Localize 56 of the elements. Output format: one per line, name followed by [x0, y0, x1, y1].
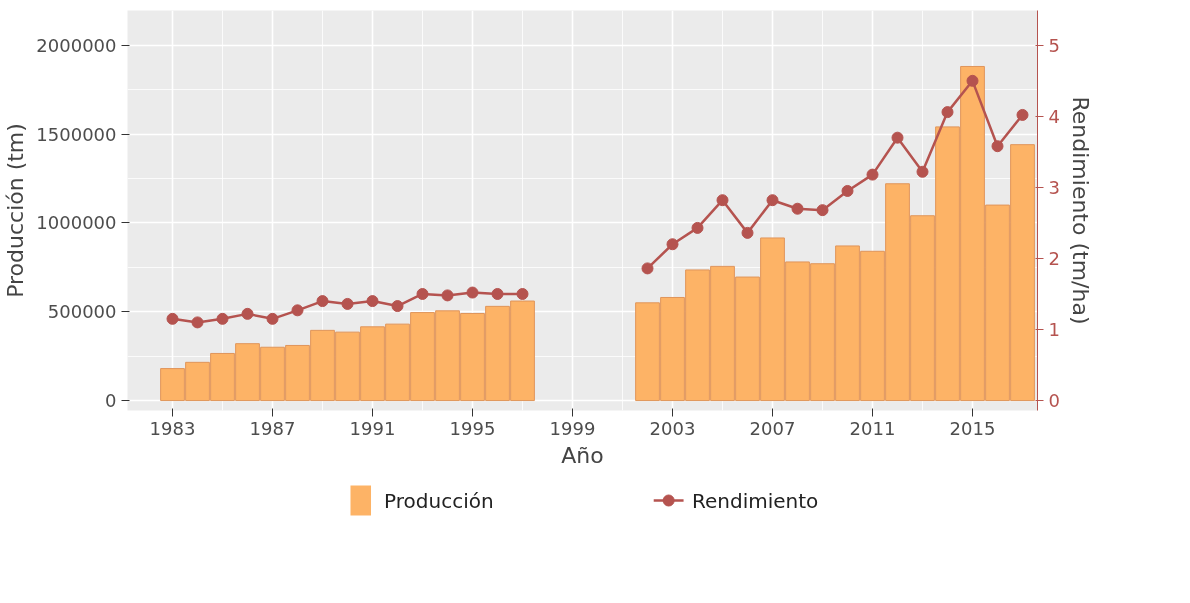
y2-tick-label: 5: [1048, 34, 1060, 56]
point: [741, 226, 754, 239]
point: [691, 221, 704, 234]
point: [216, 312, 229, 325]
point: [916, 165, 929, 178]
y2-tick-label: 2: [1048, 247, 1060, 269]
x-axis-title: Año: [561, 442, 604, 468]
point: [991, 140, 1004, 153]
x-tick-label: 1991: [349, 417, 396, 439]
x-tick-label: 2003: [649, 417, 696, 439]
y-tick-label: 0: [105, 390, 117, 412]
point: [291, 304, 304, 317]
point: [666, 238, 679, 251]
x-tick-label: 2015: [949, 417, 996, 439]
y-tick-label: 2000000: [36, 34, 117, 56]
point: [891, 131, 904, 144]
y2-tick-label: 3: [1048, 176, 1060, 198]
x-tick-label: 2007: [749, 417, 796, 439]
point: [191, 316, 204, 329]
point: [841, 184, 854, 197]
legend-label: Rendimiento: [691, 488, 819, 513]
point: [866, 168, 879, 181]
point: [516, 287, 529, 300]
point: [716, 194, 729, 207]
point: [941, 106, 954, 119]
point: [791, 202, 804, 215]
point: [241, 307, 254, 320]
point: [766, 194, 779, 207]
point: [466, 286, 479, 299]
y2-tick-label: 4: [1048, 105, 1060, 127]
y-tick-label: 500000: [47, 301, 117, 323]
point: [491, 287, 504, 300]
y-tick-label: 1500000: [36, 123, 117, 145]
point: [166, 312, 179, 325]
y2-axis-title: Rendimiento (tm/ha): [1067, 96, 1093, 325]
point: [341, 297, 354, 310]
point: [641, 262, 654, 275]
point: [966, 74, 979, 87]
x-tick-label: 1983: [149, 417, 196, 439]
point: [1016, 108, 1029, 121]
point: [391, 300, 404, 313]
point: [266, 312, 279, 325]
point: [816, 204, 829, 217]
point: [316, 295, 329, 308]
point: [441, 289, 454, 302]
legend-label: Producción: [384, 488, 494, 513]
point: [366, 295, 379, 308]
x-tick-label: 1995: [449, 417, 496, 439]
y-axis-title: Producción (tm): [3, 123, 29, 298]
x-tick-label: 1999: [549, 417, 596, 439]
x-tick-label: 1987: [249, 417, 296, 439]
y2-tick-label: 1: [1048, 319, 1060, 341]
y-tick-label: 1000000: [36, 212, 117, 234]
x-tick-label: 2011: [849, 417, 896, 439]
y2-tick-label: 0: [1048, 390, 1060, 412]
point: [416, 287, 429, 300]
